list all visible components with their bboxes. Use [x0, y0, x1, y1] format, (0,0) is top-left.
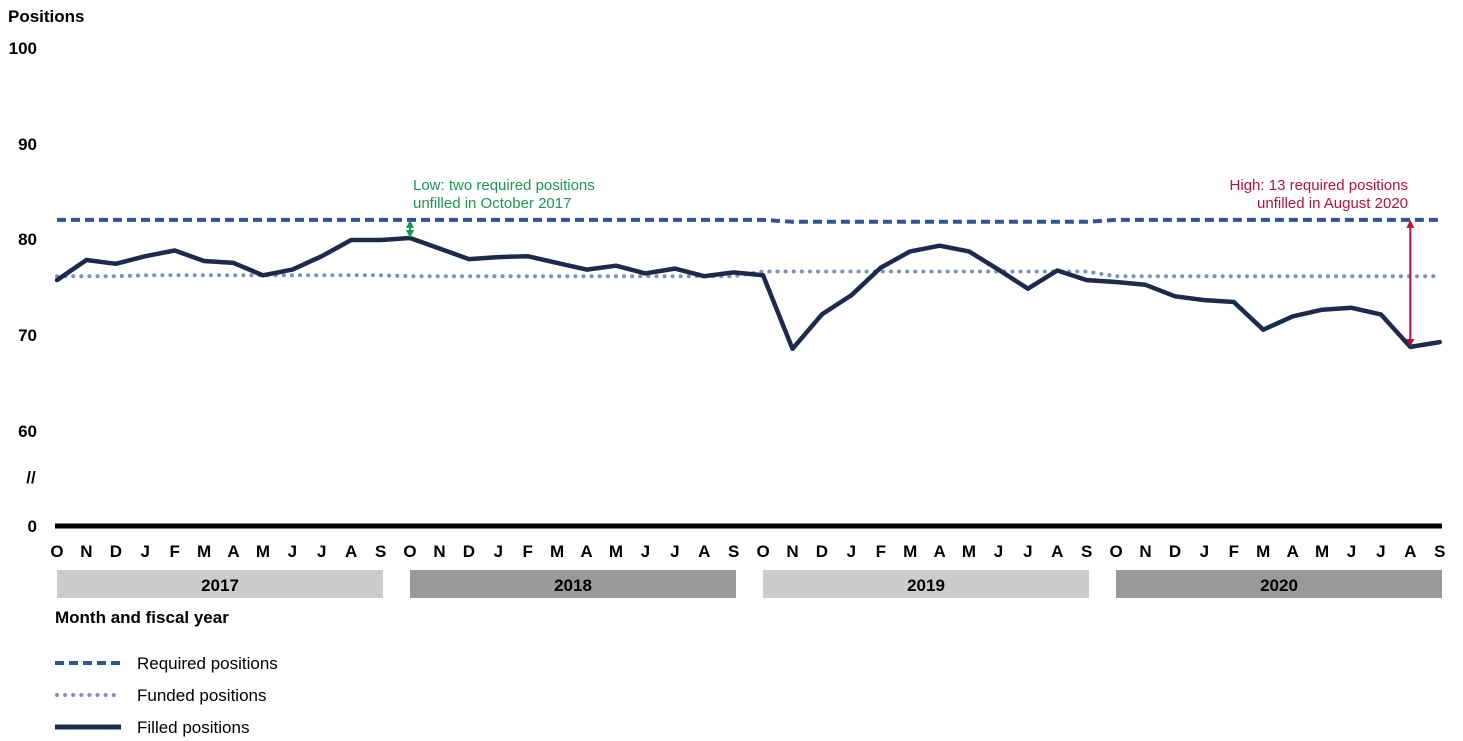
legend-label-funded: Funded positions [137, 686, 266, 705]
y-tick-label: 60 [18, 422, 37, 441]
x-tick-label: A [580, 542, 592, 561]
axis-break-mark: // [26, 468, 36, 487]
x-tick-label: A [345, 542, 357, 561]
x-tick-label: N [433, 542, 445, 561]
x-tick-label: J [288, 542, 297, 561]
legend: Required positions Funded positions Fill… [55, 654, 278, 737]
x-tick-label: J [994, 542, 1003, 561]
x-tick-label: N [1139, 542, 1151, 561]
fiscal-year-label: 2018 [554, 576, 592, 595]
x-axis-title: Month and fiscal year [55, 608, 229, 627]
legend-label-required: Required positions [137, 654, 278, 673]
x-tick-label: M [962, 542, 976, 561]
y-axis-title: Positions [8, 7, 85, 26]
x-tick-label: A [1404, 542, 1416, 561]
series-line-dashed [57, 217, 1440, 224]
low-annotation-line1: Low: two required positions [413, 177, 595, 194]
fiscal-year-band [410, 570, 736, 598]
x-tick-label: F [876, 542, 886, 561]
x-tick-label: S [375, 542, 386, 561]
fiscal-year-bands: 2017 2018 2019 2020 [57, 570, 1442, 598]
x-tick-label: J [141, 542, 150, 561]
fiscal-year-band [1116, 570, 1442, 598]
x-tick-label: A [1051, 542, 1063, 561]
x-tick-label: A [1286, 542, 1298, 561]
low-annotation-line2: unfilled in October 2017 [413, 195, 571, 212]
y-tick-label: 90 [18, 135, 37, 154]
x-tick-label: O [403, 542, 416, 561]
x-tick-label: M [609, 542, 623, 561]
fiscal-year-band [57, 570, 383, 598]
x-tick-label: J [641, 542, 650, 561]
fiscal-year-label: 2020 [1260, 576, 1298, 595]
x-tick-label: A [698, 542, 710, 561]
fiscal-year-label: 2017 [201, 576, 239, 595]
x-tick-label: F [523, 542, 533, 561]
fiscal-year-label: 2019 [907, 576, 945, 595]
low-annotation: Low: two required positions unfilled in … [406, 177, 595, 239]
x-tick-label: J [1023, 542, 1032, 561]
x-tick-label: M [256, 542, 270, 561]
x-tick-label: N [80, 542, 92, 561]
y-tick-label: 100 [9, 39, 37, 58]
x-tick-label: M [550, 542, 564, 561]
x-tick-label: D [816, 542, 828, 561]
x-tick-label: M [903, 542, 917, 561]
x-tick-label: J [494, 542, 503, 561]
x-tick-label: M [197, 542, 211, 561]
x-tick-label: S [1081, 542, 1092, 561]
y-tick-label: 0 [28, 517, 37, 536]
x-tick-label: S [728, 542, 739, 561]
x-tick-label: M [1256, 542, 1270, 561]
x-tick-label: A [933, 542, 945, 561]
x-tick-label: J [317, 542, 326, 561]
x-tick-label: J [670, 542, 679, 561]
x-tick-label: M [1315, 542, 1329, 561]
x-tick-label: J [1376, 542, 1385, 561]
x-tick-label: N [786, 542, 798, 561]
y-tick-label: 70 [18, 326, 37, 345]
x-tick-label: D [463, 542, 475, 561]
series-line-solid [54, 235, 1442, 352]
high-annotation-line1: High: 13 required positions [1230, 177, 1408, 194]
y-tick-label: 80 [18, 230, 37, 249]
x-tick-label: J [1347, 542, 1356, 561]
x-tick-label: O [756, 542, 769, 561]
x-tick-label: S [1434, 542, 1445, 561]
high-annotation: High: 13 required positions unfilled in … [1230, 177, 1415, 347]
x-tick-label: D [1169, 542, 1181, 561]
x-tick-label: J [1200, 542, 1209, 561]
x-tick-label: F [1229, 542, 1239, 561]
fiscal-year-band [763, 570, 1089, 598]
x-tick-label: O [50, 542, 63, 561]
legend-label-filled: Filled positions [137, 718, 249, 737]
x-tick-label: O [1110, 542, 1123, 561]
x-tick-label: J [847, 542, 856, 561]
x-tick-label: D [110, 542, 122, 561]
high-annotation-line2: unfilled in August 2020 [1257, 195, 1408, 212]
x-tick-label: A [227, 542, 239, 561]
x-tick-label: F [169, 542, 179, 561]
series-lines [54, 217, 1442, 352]
